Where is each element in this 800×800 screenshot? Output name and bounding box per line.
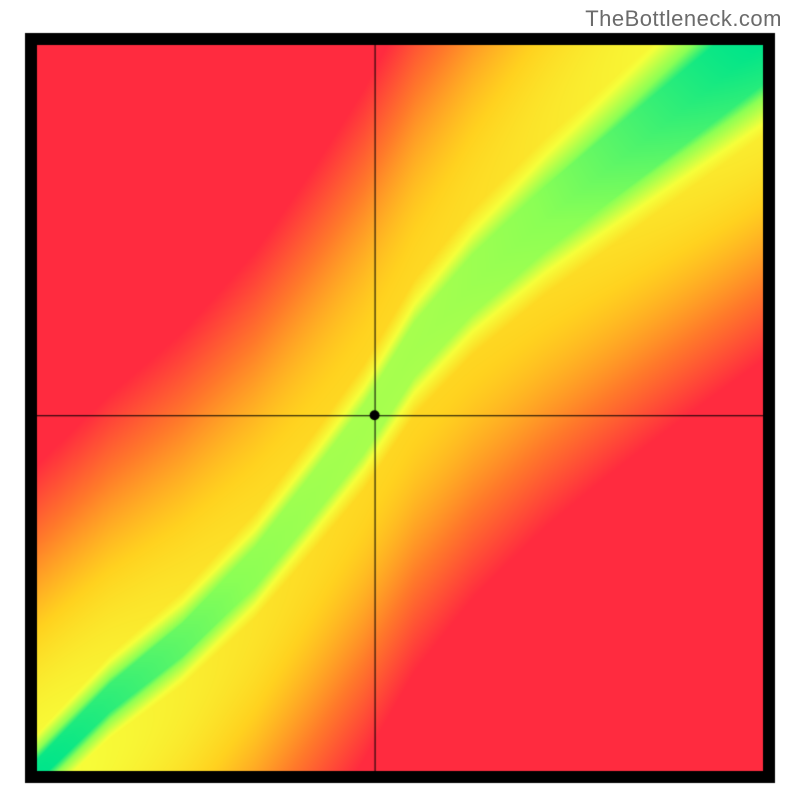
- watermark-text: TheBottleneck.com: [585, 6, 782, 32]
- heatmap-canvas: [0, 0, 800, 800]
- chart-container: TheBottleneck.com: [0, 0, 800, 800]
